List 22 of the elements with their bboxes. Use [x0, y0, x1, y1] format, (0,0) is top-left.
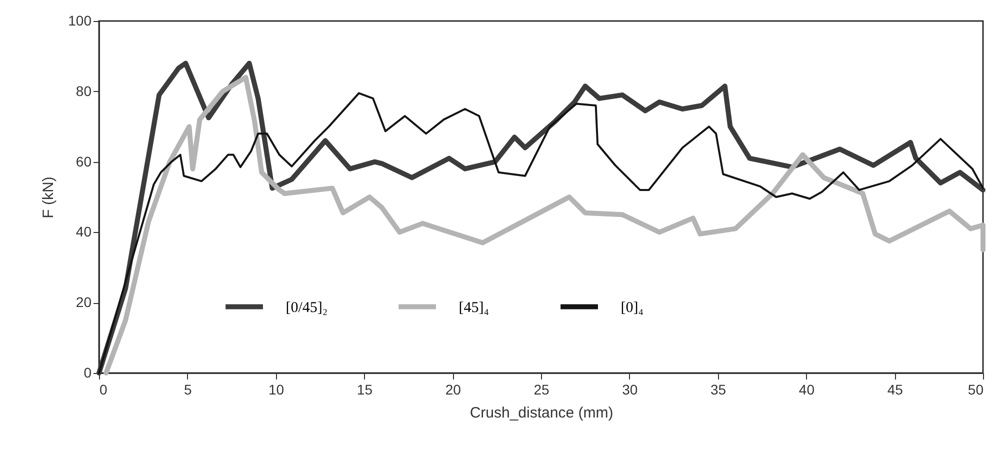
x-tick-label: 45: [887, 382, 904, 398]
y-tick-label: 100: [68, 12, 92, 28]
x-tick-label: 35: [710, 382, 726, 398]
x-tick-label: 20: [445, 382, 462, 398]
y-tick-label: 0: [84, 364, 92, 380]
x-tick-label: 0: [100, 382, 108, 398]
y-tick-label: 20: [76, 294, 92, 310]
y-tick-label: 40: [76, 224, 92, 240]
x-tick-label: 30: [622, 382, 638, 398]
legend-label: [0/45]₂: [286, 300, 328, 316]
x-tick-label: 5: [184, 382, 192, 398]
y-tick-label: 60: [76, 153, 92, 170]
x-tick-label: 25: [534, 382, 550, 398]
y-tick-label: 80: [76, 82, 92, 99]
x-tick-label: 10: [268, 382, 284, 398]
y-axis-title: F (kN): [40, 176, 58, 218]
x-tick-label: 15: [356, 382, 373, 398]
x-tick-label: 40: [798, 382, 815, 398]
legend-label: [0]₄: [620, 300, 644, 316]
legend-label: [45]₄: [458, 300, 489, 316]
x-axis-title: Crush_distance (mm): [470, 404, 614, 422]
x-tick-label: 50: [968, 382, 984, 398]
